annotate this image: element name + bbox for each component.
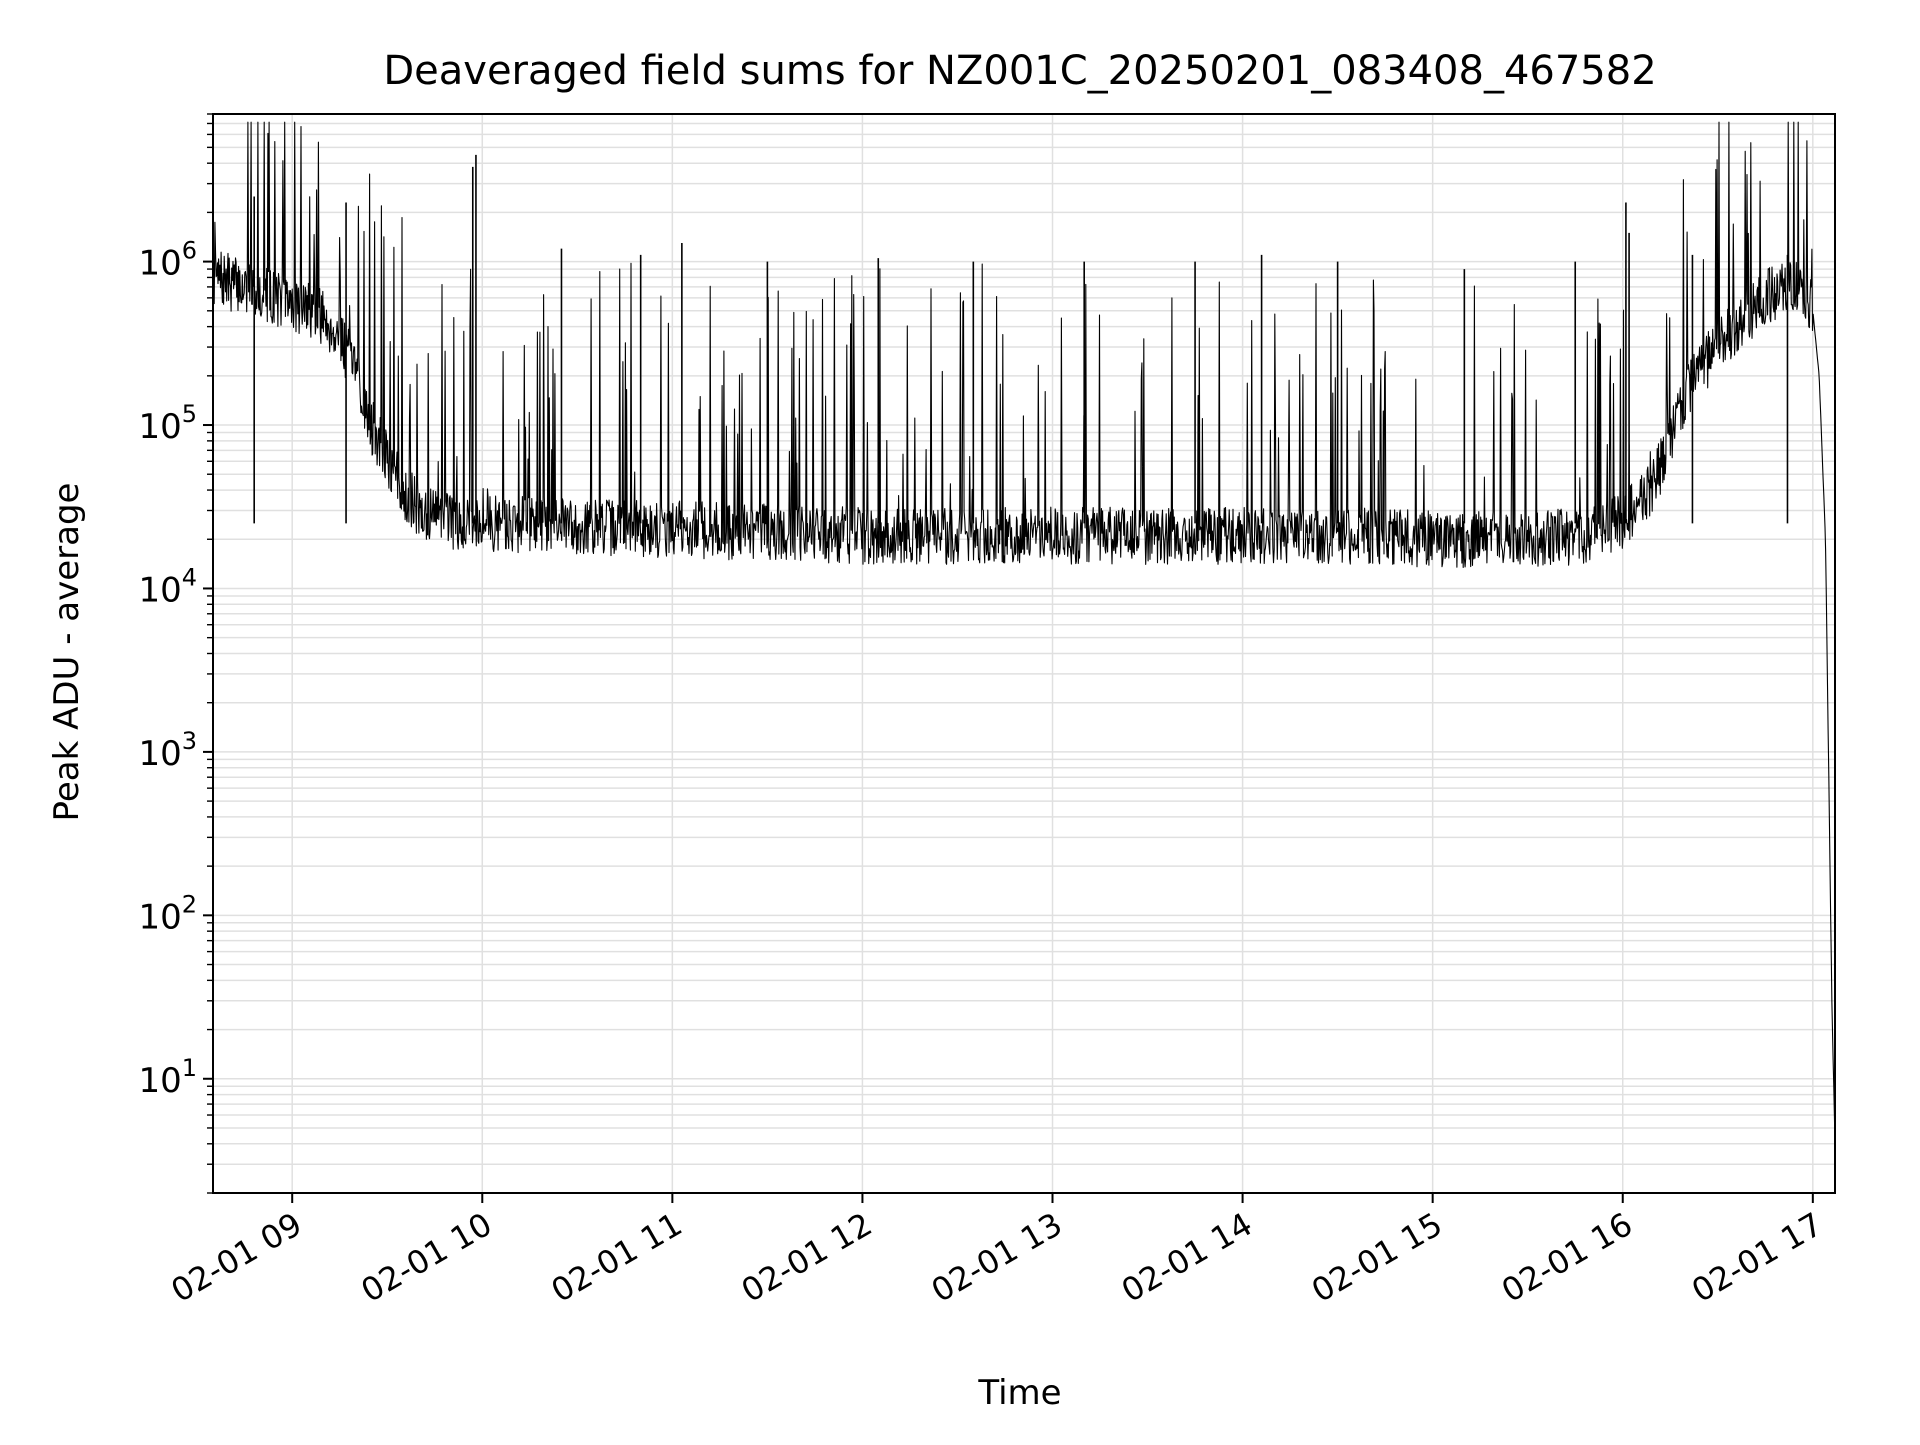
y-tick-label: 102 <box>138 890 197 937</box>
y-axis-label: Peak ADU - average <box>47 483 87 822</box>
grid-lines <box>213 113 1835 1194</box>
y-tick-label: 103 <box>138 727 197 774</box>
y-tick-label: 104 <box>138 563 197 610</box>
x-axis-label: Time <box>977 1373 1061 1413</box>
data-series <box>212 121 1836 1144</box>
series-line <box>212 121 1836 1144</box>
y-tick-label: 106 <box>138 237 197 284</box>
chart-title: Deaveraged field sums for NZ001C_2025020… <box>383 48 1656 94</box>
y-tick-label: 105 <box>138 400 197 447</box>
y-tick-label: 101 <box>138 1054 197 1101</box>
